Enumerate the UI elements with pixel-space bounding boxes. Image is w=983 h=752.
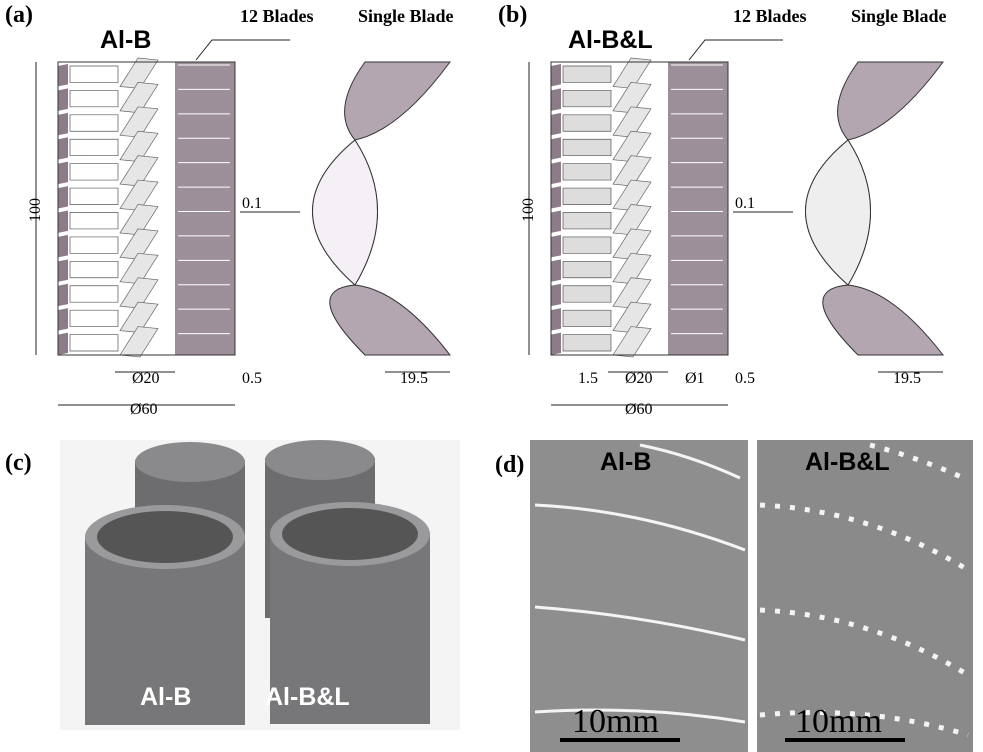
single-blade-mid bbox=[806, 140, 871, 285]
dimension: Ø60 bbox=[130, 401, 158, 418]
blade-left bbox=[58, 308, 68, 330]
blade-row bbox=[70, 237, 118, 253]
blade-left bbox=[58, 186, 68, 208]
blade-row bbox=[70, 115, 118, 131]
dimension: Ø20 bbox=[625, 370, 653, 387]
blade-row bbox=[70, 286, 118, 302]
dimension: 100 bbox=[27, 198, 44, 222]
blade-left bbox=[551, 259, 561, 281]
dimension: 1.5 bbox=[578, 370, 598, 387]
blade-left bbox=[58, 137, 68, 159]
image-title: Al-B bbox=[600, 448, 651, 476]
blade-left bbox=[58, 284, 68, 306]
dimension: Ø1 bbox=[685, 370, 705, 387]
blade-left bbox=[551, 88, 561, 110]
blade-left bbox=[58, 211, 68, 233]
panel-title: Al-B&L bbox=[568, 26, 653, 54]
dimension: 100 bbox=[520, 198, 537, 222]
blades-label: 12 Blades bbox=[240, 6, 314, 26]
dimension: 0.5 bbox=[735, 370, 755, 387]
scale-label: 10mm bbox=[572, 703, 659, 740]
blade-row bbox=[70, 310, 118, 326]
blade-left bbox=[551, 211, 561, 233]
blade-row bbox=[563, 213, 611, 229]
panel-label: (a) bbox=[5, 2, 33, 28]
dimension: Ø60 bbox=[625, 401, 653, 418]
blade-row bbox=[563, 139, 611, 155]
blade-row bbox=[563, 90, 611, 106]
blade-left bbox=[58, 235, 68, 257]
blade-row bbox=[70, 139, 118, 155]
right-band bbox=[668, 62, 728, 355]
blade-row bbox=[563, 188, 611, 204]
panel-title: Al-B bbox=[100, 26, 151, 54]
dimension: Ø20 bbox=[132, 370, 160, 387]
blade-left bbox=[551, 333, 561, 355]
panel-label: (d) bbox=[495, 452, 524, 478]
blade-drawing bbox=[529, 40, 943, 405]
single-label: Single Blade bbox=[851, 6, 947, 26]
blade-row bbox=[563, 164, 611, 180]
leader bbox=[689, 40, 783, 60]
blade-left bbox=[58, 259, 68, 281]
blade-row bbox=[70, 213, 118, 229]
panel-label: (c) bbox=[5, 450, 32, 476]
blade-left bbox=[58, 88, 68, 110]
blade-left bbox=[551, 162, 561, 184]
blade-row bbox=[70, 66, 118, 82]
blade-row bbox=[70, 90, 118, 106]
blade-row bbox=[70, 261, 118, 277]
blade-left bbox=[58, 64, 68, 86]
sample-label: Al-B&L bbox=[265, 683, 350, 711]
blade-left bbox=[551, 137, 561, 159]
blade-left bbox=[551, 186, 561, 208]
blade-left bbox=[551, 284, 561, 306]
blade-row bbox=[563, 286, 611, 302]
blades-label: 12 Blades bbox=[733, 6, 807, 26]
sample-label: Al-B bbox=[140, 683, 191, 711]
blade-row bbox=[563, 66, 611, 82]
right-band bbox=[175, 62, 235, 355]
blade-left bbox=[58, 113, 68, 135]
dimension: 0.1 bbox=[735, 195, 755, 212]
blade-left bbox=[551, 235, 561, 257]
image-title: Al-B&L bbox=[805, 448, 890, 476]
single-label: Single Blade bbox=[358, 6, 454, 26]
single-blade-mid bbox=[313, 140, 378, 285]
blade-left bbox=[551, 308, 561, 330]
blade-left bbox=[551, 64, 561, 86]
blade-row bbox=[563, 261, 611, 277]
blade-row bbox=[70, 188, 118, 204]
blade-drawing bbox=[36, 40, 450, 405]
scale-label: 10mm bbox=[795, 703, 882, 740]
blade-row bbox=[70, 335, 118, 351]
blade-left bbox=[58, 162, 68, 184]
dimension: 19.5 bbox=[400, 370, 428, 387]
blade-row bbox=[563, 115, 611, 131]
blade-left bbox=[551, 113, 561, 135]
panel-label: (b) bbox=[498, 2, 527, 28]
dimension: 0.1 bbox=[242, 195, 262, 212]
blade-row bbox=[70, 164, 118, 180]
blade-row bbox=[563, 237, 611, 253]
figure: (a) Al-B 12 Blades Single Blade 100 0.1 … bbox=[0, 0, 983, 752]
blade-row bbox=[563, 335, 611, 351]
dimension: 0.5 bbox=[242, 370, 262, 387]
leader bbox=[196, 40, 290, 60]
dimension: 19.5 bbox=[893, 370, 921, 387]
blade-row bbox=[563, 310, 611, 326]
blade-left bbox=[58, 333, 68, 355]
